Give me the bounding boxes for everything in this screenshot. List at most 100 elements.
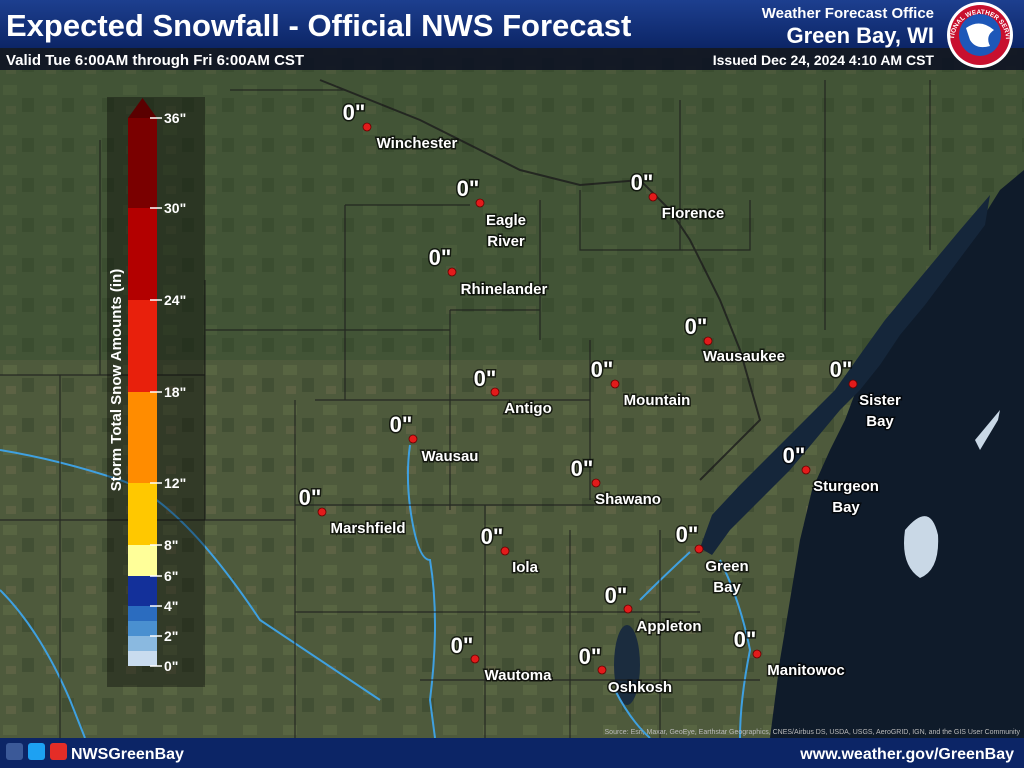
snow-amount: 0" bbox=[474, 366, 497, 391]
river bbox=[719, 559, 752, 739]
legend-label: 36" bbox=[164, 110, 186, 126]
city-name: Iola bbox=[512, 559, 538, 576]
city-dot bbox=[623, 604, 633, 614]
legend-swatch bbox=[128, 483, 157, 545]
snow-amount: 0" bbox=[571, 456, 594, 481]
city-name: Winchester bbox=[377, 135, 458, 152]
city-dot bbox=[490, 387, 500, 397]
river bbox=[0, 589, 86, 739]
office-name: Green Bay, WI bbox=[786, 23, 934, 48]
legend-title: Storm Total Snow Amounts (in) bbox=[108, 269, 125, 491]
subheader-bar bbox=[0, 48, 1024, 70]
city-dot bbox=[648, 192, 658, 202]
ice bbox=[904, 516, 939, 578]
city-name: Oshkosh bbox=[608, 679, 672, 696]
legend-label: 12" bbox=[164, 475, 186, 491]
city-name: Wausau bbox=[422, 448, 479, 465]
title: Expected Snowfall - Official NWS Forecas… bbox=[6, 8, 631, 43]
legend-swatch bbox=[128, 392, 157, 483]
snow-amount: 0" bbox=[481, 524, 504, 549]
legend-swatch bbox=[128, 208, 157, 300]
snow-amount: 0" bbox=[830, 357, 853, 382]
legend-label: 6" bbox=[164, 568, 178, 584]
river bbox=[0, 449, 381, 701]
legend-swatch bbox=[128, 651, 157, 666]
county-lines bbox=[0, 79, 931, 738]
legend-label: 0" bbox=[164, 658, 178, 674]
website[interactable]: www.weather.gov/GreenBay bbox=[799, 746, 1014, 763]
legend-label: 24" bbox=[164, 292, 186, 308]
rivers bbox=[0, 444, 752, 739]
city-dot bbox=[848, 379, 858, 389]
city-dot bbox=[752, 649, 762, 659]
source-attribution: Source: Esri, Maxar, GeoEye, Earthstar G… bbox=[605, 729, 1021, 736]
city-name: Appleton bbox=[637, 618, 702, 635]
snow-amount: 0" bbox=[343, 100, 366, 125]
legend-swatch bbox=[128, 545, 157, 576]
snow-amount: 0" bbox=[783, 443, 806, 468]
river bbox=[614, 551, 691, 739]
city-name: Bay bbox=[832, 499, 860, 516]
legend-label: 30" bbox=[164, 200, 186, 216]
green-bay-water bbox=[700, 195, 990, 555]
legend-label: 8" bbox=[164, 537, 178, 553]
snow-amount: 0" bbox=[579, 644, 602, 669]
legend: 0" 2" 4" 6" 8" 12" 18" 24" 30" 36" bbox=[128, 98, 186, 674]
city-dot bbox=[447, 267, 457, 277]
city-name: Bay bbox=[713, 579, 741, 596]
legend-swatch bbox=[128, 576, 157, 606]
city-dot bbox=[694, 544, 704, 554]
legend-swatch bbox=[128, 300, 157, 392]
city-name: Wausaukee bbox=[703, 348, 785, 365]
city-name: Mountain bbox=[624, 392, 691, 409]
city-name: Sturgeon bbox=[813, 478, 879, 495]
city-name: Rhinelander bbox=[461, 281, 548, 298]
facebook-icon[interactable] bbox=[6, 743, 23, 760]
city-dot bbox=[703, 336, 713, 346]
legend-swatch bbox=[128, 118, 157, 208]
youtube-icon[interactable] bbox=[50, 743, 67, 760]
snow-amount: 0" bbox=[390, 412, 413, 437]
footer-bar bbox=[0, 738, 1024, 768]
issued-time: Issued Dec 24, 2024 4:10 AM CST bbox=[713, 52, 935, 68]
snow-amount: 0" bbox=[676, 522, 699, 547]
social-handle: NWSGreenBay bbox=[71, 746, 184, 763]
city-name: Sister bbox=[859, 392, 901, 409]
city-name: Florence bbox=[662, 205, 725, 222]
legend-swatch bbox=[128, 636, 157, 651]
city-dot bbox=[801, 465, 811, 475]
legend-label: 4" bbox=[164, 598, 178, 614]
city-name: Eagle bbox=[486, 212, 526, 229]
city-name: Marshfield bbox=[330, 520, 405, 537]
office-label: Weather Forecast Office bbox=[762, 5, 934, 22]
city-dot bbox=[475, 198, 485, 208]
city-labels: 0" Winchester 0" Eagle River 0" Florence 0" Rhin… bbox=[297, 99, 902, 698]
ice bbox=[975, 410, 1000, 450]
city-dot bbox=[408, 434, 418, 444]
snow-amount: 0" bbox=[605, 583, 628, 608]
city-name: Bay bbox=[866, 413, 894, 430]
legend-label: 2" bbox=[164, 628, 178, 644]
snow-amount: 0" bbox=[685, 314, 708, 339]
city-dot bbox=[591, 478, 601, 488]
snow-amount: 0" bbox=[591, 357, 614, 382]
city-dot bbox=[500, 546, 510, 556]
snow-amount: 0" bbox=[457, 176, 480, 201]
city-name: Wautoma bbox=[485, 667, 553, 684]
city-name: Shawano bbox=[595, 491, 661, 508]
lake-winnebago bbox=[614, 625, 640, 705]
logo-mark bbox=[966, 23, 994, 48]
legend-swatch bbox=[128, 621, 157, 636]
twitter-icon[interactable] bbox=[28, 743, 45, 760]
snow-amount: 0" bbox=[631, 170, 654, 195]
city-dot bbox=[610, 379, 620, 389]
city-name: Green bbox=[705, 558, 748, 575]
snow-amount: 0" bbox=[451, 633, 474, 658]
river bbox=[406, 444, 436, 739]
city-name: Manitowoc bbox=[767, 662, 845, 679]
city-dot bbox=[362, 122, 372, 132]
legend-arrow bbox=[128, 98, 157, 118]
lake-michigan bbox=[770, 170, 1024, 738]
city-dot bbox=[470, 654, 480, 664]
